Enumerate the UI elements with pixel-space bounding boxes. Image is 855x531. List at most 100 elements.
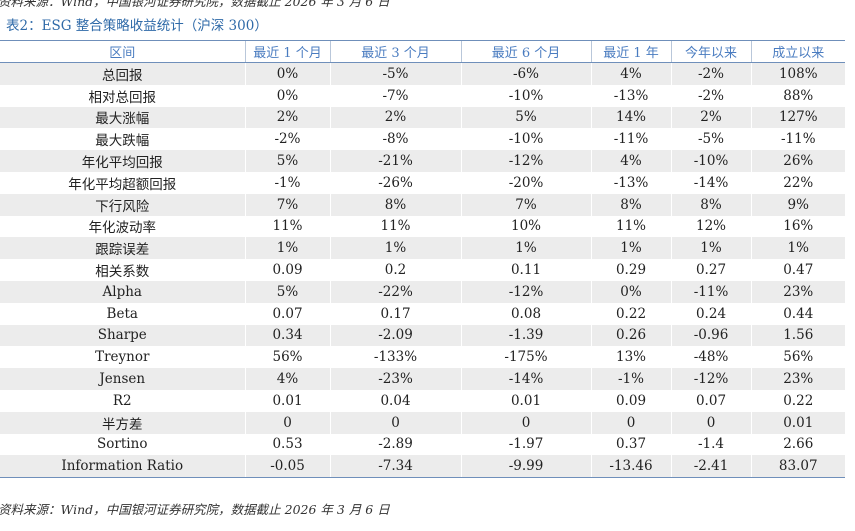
value-cell: -1.39: [460, 324, 591, 347]
value-cell: 5%: [244, 150, 330, 172]
value-cell: 0.11: [460, 259, 591, 281]
value-cell: -133%: [329, 346, 461, 369]
header-since-inception: 成立以来: [750, 40, 845, 63]
value-cell: 56%: [750, 346, 845, 369]
value-cell: 0: [670, 411, 751, 434]
value-cell: -5%: [329, 62, 461, 85]
top-source-note: 资料来源：Wind，中国银河证券研究院，数据截止 2026 年 3 月 6 日: [0, 0, 390, 9]
value-cell: 0%: [590, 280, 671, 303]
header-period: 区间: [0, 40, 245, 63]
value-cell: 0.01: [750, 411, 845, 434]
row-label-cell: 相对总回报: [0, 84, 245, 107]
row-label-cell: 最大跌幅: [0, 128, 245, 151]
table-row: 最大跌幅 -2% -8% -10% -11% -5% -11%: [0, 128, 845, 151]
value-cell: 0: [460, 411, 591, 434]
value-cell: 1%: [329, 237, 461, 260]
value-cell: -12%: [460, 280, 591, 303]
esg-strategy-return-table: 区间 最近 1 个月 最近 3 个月 最近 6 个月 最近 1 年 今年以来 成…: [0, 40, 845, 479]
value-cell: 0.44: [750, 302, 845, 325]
row-label-cell: Jensen: [0, 368, 245, 390]
value-cell: 8%: [590, 193, 671, 216]
table-row: Alpha 5% -22% -12% 0% -11% 23%: [0, 280, 845, 303]
value-cell: 0.09: [244, 259, 330, 281]
value-cell: 1.56: [750, 324, 845, 347]
row-label-cell: 年化平均回报: [0, 150, 245, 172]
value-cell: -13%: [590, 84, 671, 107]
value-cell: 0: [244, 411, 330, 434]
value-cell: -0.05: [244, 455, 330, 479]
table-row: Sharpe 0.34 -2.09 -1.39 0.26 -0.96 1.56: [0, 324, 845, 347]
value-cell: 0.34: [244, 324, 330, 347]
value-cell: 0.04: [329, 389, 461, 412]
value-cell: 2%: [329, 106, 461, 129]
value-cell: 0.26: [590, 324, 671, 347]
value-cell: -2.41: [670, 455, 751, 479]
value-cell: 11%: [244, 215, 330, 238]
value-cell: -26%: [329, 171, 461, 194]
value-cell: -11%: [590, 128, 671, 151]
value-cell: 7%: [244, 193, 330, 216]
table-row: 总回报 0% -5% -6% 4% -2% 108%: [0, 62, 845, 85]
value-cell: 2%: [670, 106, 751, 129]
value-cell: 16%: [750, 215, 845, 238]
row-label-cell: 半方差: [0, 411, 245, 434]
table-header-row: 区间 最近 1 个月 最近 3 个月 最近 6 个月 最近 1 年 今年以来 成…: [0, 40, 845, 63]
value-cell: 0%: [244, 84, 330, 107]
value-cell: 0.01: [244, 389, 330, 412]
value-cell: 4%: [590, 62, 671, 85]
row-label-cell: Alpha: [0, 280, 245, 303]
table-row: 下行风险 7% 8% 7% 8% 8% 9%: [0, 193, 845, 216]
value-cell: -1.97: [460, 433, 591, 456]
row-label-cell: 年化平均超额回报: [0, 171, 245, 194]
row-label-cell: Information Ratio: [0, 455, 245, 479]
value-cell: 0.17: [329, 302, 461, 325]
header-1-year: 最近 1 年: [590, 40, 671, 63]
table-row: Treynor 56% -133% -175% 13% -48% 56%: [0, 346, 845, 369]
row-label-cell: Sharpe: [0, 324, 245, 347]
value-cell: 1%: [244, 237, 330, 260]
value-cell: 1%: [460, 237, 591, 260]
value-cell: -7.34: [329, 455, 461, 479]
value-cell: -10%: [460, 128, 591, 151]
value-cell: -11%: [750, 128, 845, 151]
row-label-cell: 跟踪误差: [0, 237, 245, 260]
table-row: 年化平均回报 5% -21% -12% 4% -10% 26%: [0, 150, 845, 172]
header-3-months: 最近 3 个月: [329, 40, 461, 63]
value-cell: 108%: [750, 62, 845, 85]
value-cell: 0.07: [670, 389, 751, 412]
value-cell: 5%: [244, 280, 330, 303]
table-row: Sortino 0.53 -2.89 -1.97 0.37 -1.4 2.66: [0, 433, 845, 456]
row-label-cell: 下行风险: [0, 193, 245, 216]
value-cell: 0.01: [460, 389, 591, 412]
value-cell: 0: [329, 411, 461, 434]
value-cell: -13%: [590, 171, 671, 194]
value-cell: 83.07: [750, 455, 845, 479]
value-cell: 88%: [750, 84, 845, 107]
table-body: 总回报 0% -5% -6% 4% -2% 108% 相对总回报 0% -7% -10% -13% -2…: [0, 62, 845, 479]
value-cell: 10%: [460, 215, 591, 238]
value-cell: 0.53: [244, 433, 330, 456]
value-cell: -7%: [329, 84, 461, 107]
bottom-source-note: 资料来源：Wind，中国银河证券研究院，数据截止 2026 年 3 月 6 日: [0, 502, 390, 517]
value-cell: 22%: [750, 171, 845, 194]
table-row: Information Ratio -0.05 -7.34 -9.99 -13.46 -2…: [0, 455, 845, 479]
row-label-cell: 相关系数: [0, 259, 245, 281]
value-cell: 1%: [670, 237, 751, 260]
value-cell: -10%: [460, 84, 591, 107]
value-cell: -23%: [329, 368, 461, 390]
header-6-months: 最近 6 个月: [460, 40, 591, 63]
value-cell: -2%: [670, 84, 751, 107]
value-cell: 5%: [460, 106, 591, 129]
value-cell: 0.47: [750, 259, 845, 281]
value-cell: -10%: [670, 150, 751, 172]
table-row: 相关系数 0.09 0.2 0.11 0.29 0.27 0.47: [0, 259, 845, 281]
value-cell: -175%: [460, 346, 591, 369]
value-cell: -1%: [590, 368, 671, 390]
value-cell: -20%: [460, 171, 591, 194]
table-row: 年化平均超额回报 -1% -26% -20% -13% -14% 22%: [0, 171, 845, 194]
value-cell: -1.4: [670, 433, 751, 456]
value-cell: 0.08: [460, 302, 591, 325]
value-cell: 12%: [670, 215, 751, 238]
header-1-month: 最近 1 个月: [244, 40, 330, 63]
table-row: 最大涨幅 2% 2% 5% 14% 2% 127%: [0, 106, 845, 129]
